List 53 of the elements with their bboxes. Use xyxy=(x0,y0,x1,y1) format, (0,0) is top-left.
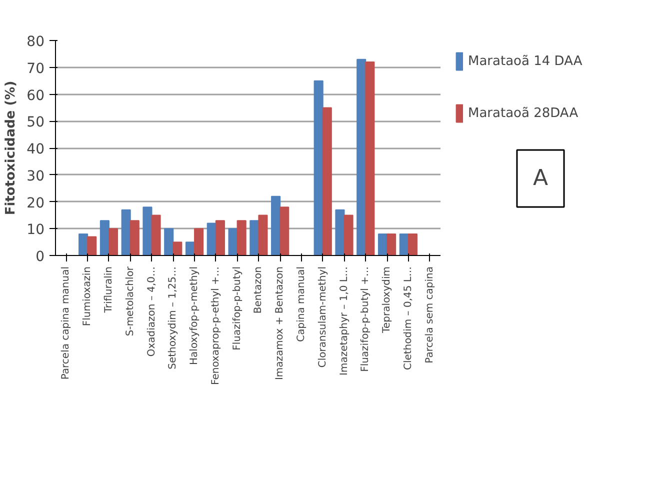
bar xyxy=(172,242,182,256)
legend-label: Marataoã 14 DAA xyxy=(468,54,582,68)
text: A xyxy=(532,166,548,191)
x-tick-label: Imazetaphyr – 1,0 L… xyxy=(338,266,350,376)
bar xyxy=(121,209,131,256)
x-tick-label: Flumioxazin xyxy=(82,266,94,326)
x-tick-label: Tepraloxydim xyxy=(382,266,393,334)
y-tick-label: 60 xyxy=(26,88,45,104)
y-tick-label: 50 xyxy=(26,114,45,131)
x-tick-label: Parcela capina manual xyxy=(60,266,72,380)
bar xyxy=(344,214,354,256)
bar xyxy=(236,220,246,256)
x-tick-label: Haloxyfop-p-methyl xyxy=(189,266,200,365)
x-tick-label: Fluazifop-p-butyl +… xyxy=(360,266,372,372)
bar xyxy=(194,228,204,256)
bar xyxy=(322,107,332,256)
y-tick-label: 80 xyxy=(26,34,45,50)
bar xyxy=(258,214,268,256)
bar xyxy=(151,214,161,256)
y-tick-label: 20 xyxy=(26,195,45,212)
x-tick-label: Clethodim – 0,45 L… xyxy=(402,266,414,370)
x-tick-label: Imazamox + Bentazon xyxy=(274,266,286,380)
y-axis-title: Fitotoxicidade (%) xyxy=(4,80,19,216)
bar xyxy=(87,236,97,256)
x-tick-label: Capina manual xyxy=(296,266,307,342)
x-tick-label: Parcela sem capina xyxy=(424,266,436,364)
bar xyxy=(408,234,418,256)
y-tick-label: 40 xyxy=(26,142,45,158)
x-tick-label: Fenoxaprop-p-ethyl +… xyxy=(210,266,222,385)
y-tick-label: 10 xyxy=(26,222,45,238)
x-tick-label: Bentazon xyxy=(253,266,264,314)
bar xyxy=(386,234,396,256)
bar xyxy=(130,220,140,256)
bar xyxy=(280,206,290,256)
bar xyxy=(271,196,281,256)
x-tick-label: Fluazifop-p-butyl xyxy=(232,266,243,350)
bar xyxy=(164,228,174,256)
x-tick-label: S-metolachlor xyxy=(124,266,136,336)
y-tick-label: 0 xyxy=(36,249,45,265)
bar xyxy=(142,206,152,256)
bar xyxy=(335,209,345,256)
x-tick-label: Cloransulam-methyl xyxy=(317,266,328,368)
bar xyxy=(108,228,118,256)
bar xyxy=(215,220,225,256)
bar xyxy=(100,220,110,256)
y-tick-label: 30 xyxy=(26,168,45,184)
x-tick-label: Trifluralin xyxy=(103,266,114,314)
bar xyxy=(365,62,375,256)
x-tick-label: Sethoxydim – 1,25… xyxy=(168,266,179,370)
x-tick-label: Oxadiazon – 4,0… xyxy=(146,266,158,357)
bar xyxy=(314,80,324,256)
y-tick-label: 70 xyxy=(26,60,45,77)
legend-label: Marataoã 28DAA xyxy=(468,106,578,120)
